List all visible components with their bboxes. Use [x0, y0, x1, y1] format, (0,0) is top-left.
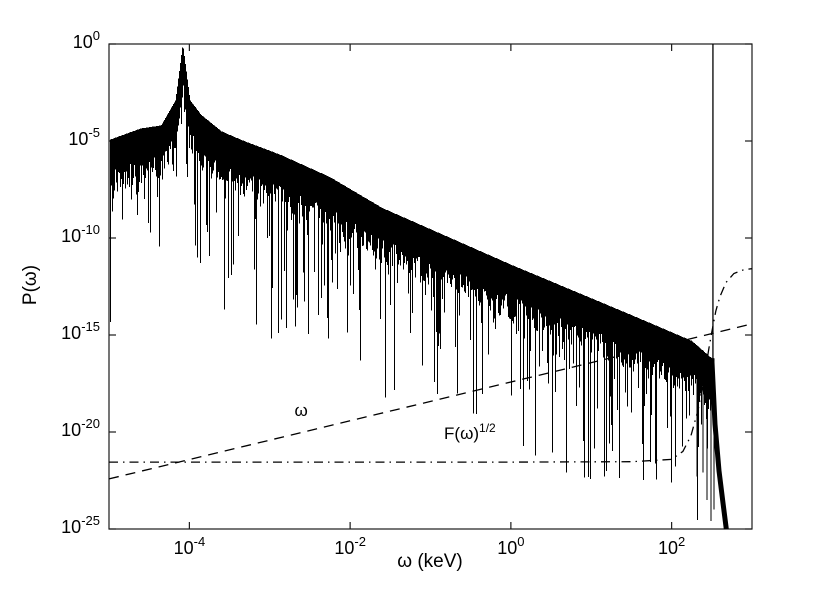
- plot-frame: [108, 43, 753, 530]
- spectrum-noise: [110, 47, 715, 522]
- spectrum-cutoff: [709, 358, 729, 530]
- power-spectrum-series: [110, 44, 729, 530]
